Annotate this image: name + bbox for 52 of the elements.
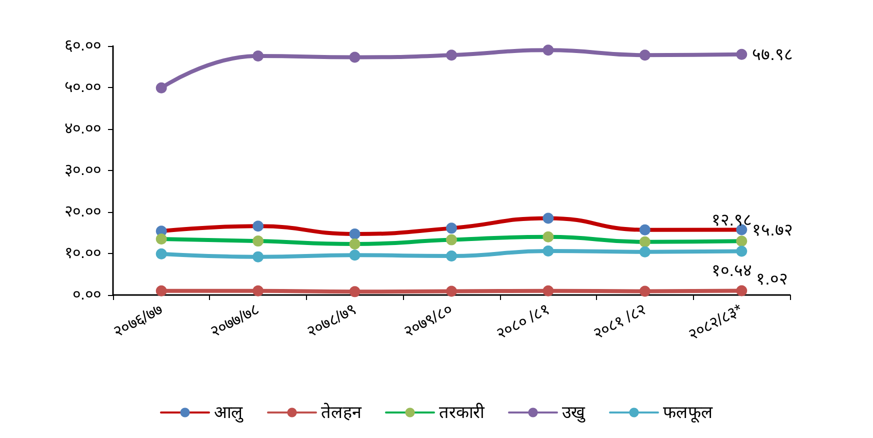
point [446, 286, 457, 297]
y-tick-label: ०.०० [72, 286, 101, 304]
point [542, 246, 554, 257]
point [156, 82, 167, 94]
data-label: १.०२ [756, 269, 788, 288]
point [639, 236, 650, 248]
point [542, 44, 554, 56]
point [736, 246, 748, 257]
point [156, 233, 167, 244]
point [736, 48, 748, 60]
y-tick-label: २०.०० [64, 204, 101, 220]
data-label: १०.५४ [711, 260, 752, 280]
point [639, 246, 650, 258]
point [252, 251, 264, 262]
legend-label: आलु [214, 403, 244, 423]
point [446, 250, 457, 262]
x-tick-label: २०८० /८१ [494, 301, 552, 344]
point [252, 236, 264, 247]
point [446, 234, 457, 246]
point [349, 250, 360, 261]
legend-label: तरकारी [439, 402, 485, 422]
legend-label: फलफूल [663, 403, 713, 423]
point [736, 285, 748, 296]
data-label: १२.९८ [711, 210, 752, 230]
data-label: १५.७२ [752, 220, 793, 240]
x-tick-label: २०८१ /८२ [590, 301, 649, 344]
point [542, 231, 554, 242]
data-label: ५७.९८ [752, 44, 793, 64]
point [446, 222, 457, 234]
y-tick-label: ३०.०० [64, 162, 101, 179]
y-tick-label: ६०.०० [64, 38, 101, 54]
point [349, 286, 360, 298]
point [156, 285, 167, 296]
point [542, 212, 554, 224]
point [446, 50, 457, 61]
point [736, 236, 748, 247]
point [252, 220, 264, 232]
point [252, 285, 264, 296]
legend-label: तेलहन [321, 402, 362, 422]
point [252, 50, 264, 62]
y-tick-label: ५०.०० [64, 79, 101, 96]
point [349, 228, 360, 240]
point [639, 286, 650, 297]
point [349, 52, 360, 63]
legend-label: उखु [562, 403, 586, 423]
y-tick-label: ४०.०० [64, 120, 101, 138]
point [349, 238, 360, 250]
y-tick-label: १०.०० [64, 245, 101, 262]
point [639, 50, 650, 61]
point [542, 285, 554, 296]
point [156, 248, 167, 260]
point [639, 224, 650, 236]
